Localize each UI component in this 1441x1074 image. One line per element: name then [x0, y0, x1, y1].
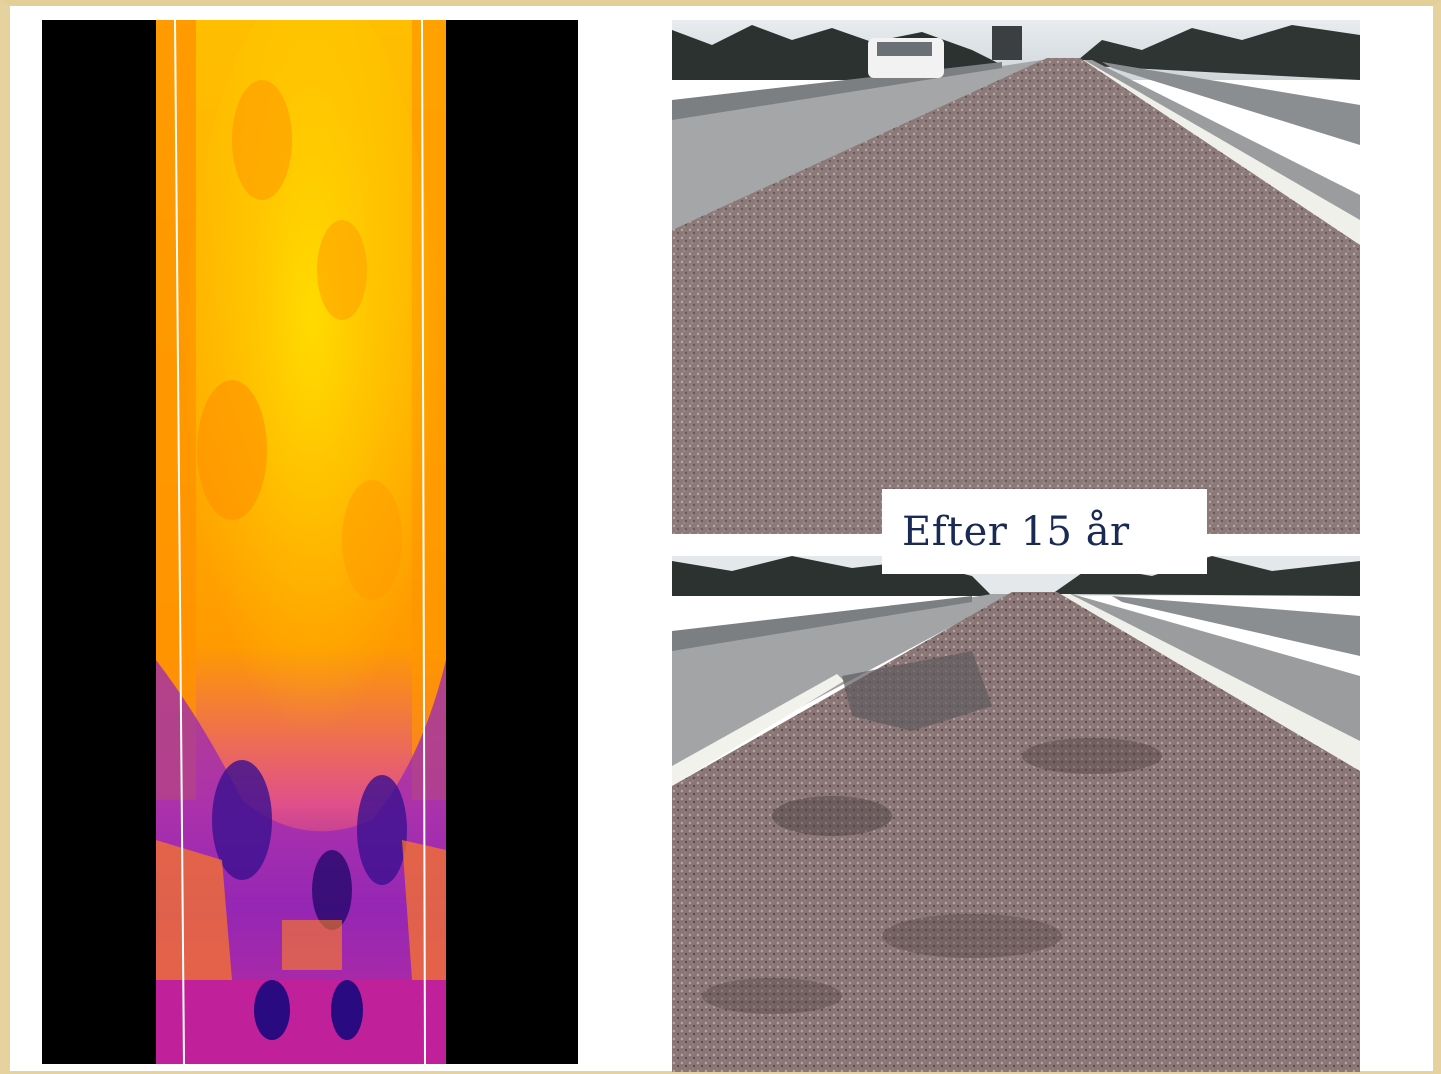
caption-text: Efter 15 år: [902, 508, 1130, 555]
caption-label: Efter 15 år: [882, 489, 1207, 574]
thermal-image: [42, 20, 578, 1064]
road-photo-after: [672, 556, 1360, 1072]
road-photo-before: [672, 20, 1360, 534]
